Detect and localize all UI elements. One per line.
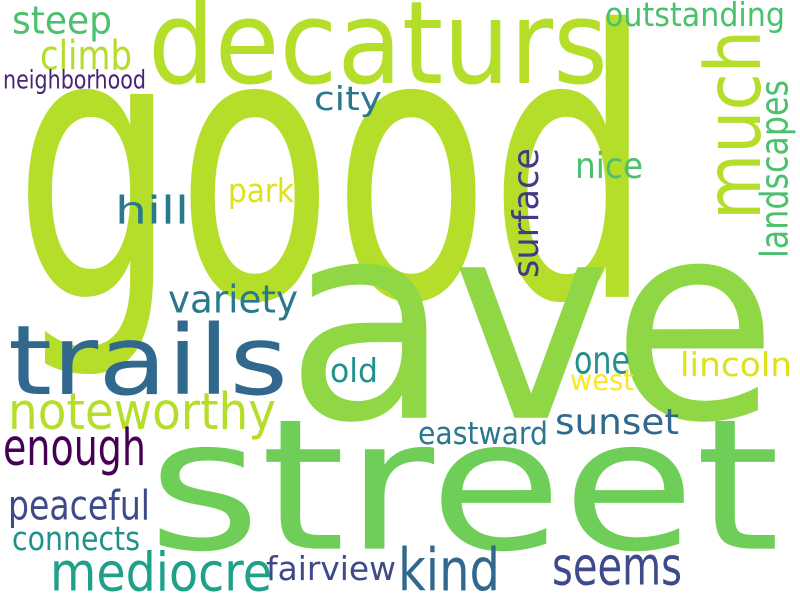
word-noteworthy: noteworthy xyxy=(8,382,276,442)
word-peaceful: peaceful xyxy=(8,481,150,529)
word-decaturs: decaturs xyxy=(148,0,608,111)
word-seems: seems xyxy=(552,535,682,598)
word-trails: trails xyxy=(8,305,288,417)
word-variety: variety xyxy=(168,278,298,323)
word-nice: nice xyxy=(575,146,643,187)
word-sunset: sunset xyxy=(555,402,679,443)
word-fairview: fairview xyxy=(266,549,396,588)
word-climb: climb xyxy=(40,31,132,79)
word-mediocre: mediocre xyxy=(50,541,272,600)
word-kind: kind xyxy=(398,535,500,600)
word-outstanding: outstanding xyxy=(605,0,785,34)
word-much: much xyxy=(690,30,779,220)
word-steep: steep xyxy=(12,0,112,44)
word-ave: ave xyxy=(285,163,778,483)
word-old: old xyxy=(330,351,378,390)
word-park: park xyxy=(228,171,295,210)
word-west: west xyxy=(570,364,634,397)
word-city: city xyxy=(314,79,382,118)
word-one: one xyxy=(574,339,630,384)
word-lincoln: lincoln xyxy=(680,345,792,384)
word-hill: hill xyxy=(115,189,189,234)
word-neighborhood: neighborhood xyxy=(3,65,146,95)
word-connects: connects xyxy=(12,519,140,558)
word-eastward: eastward xyxy=(418,416,548,452)
word-landscapes: landscapes xyxy=(753,80,798,258)
word-enough: enough xyxy=(3,418,146,478)
word-street: street xyxy=(148,380,780,592)
word-good: good xyxy=(14,0,652,385)
word-surface: surface xyxy=(506,148,547,278)
